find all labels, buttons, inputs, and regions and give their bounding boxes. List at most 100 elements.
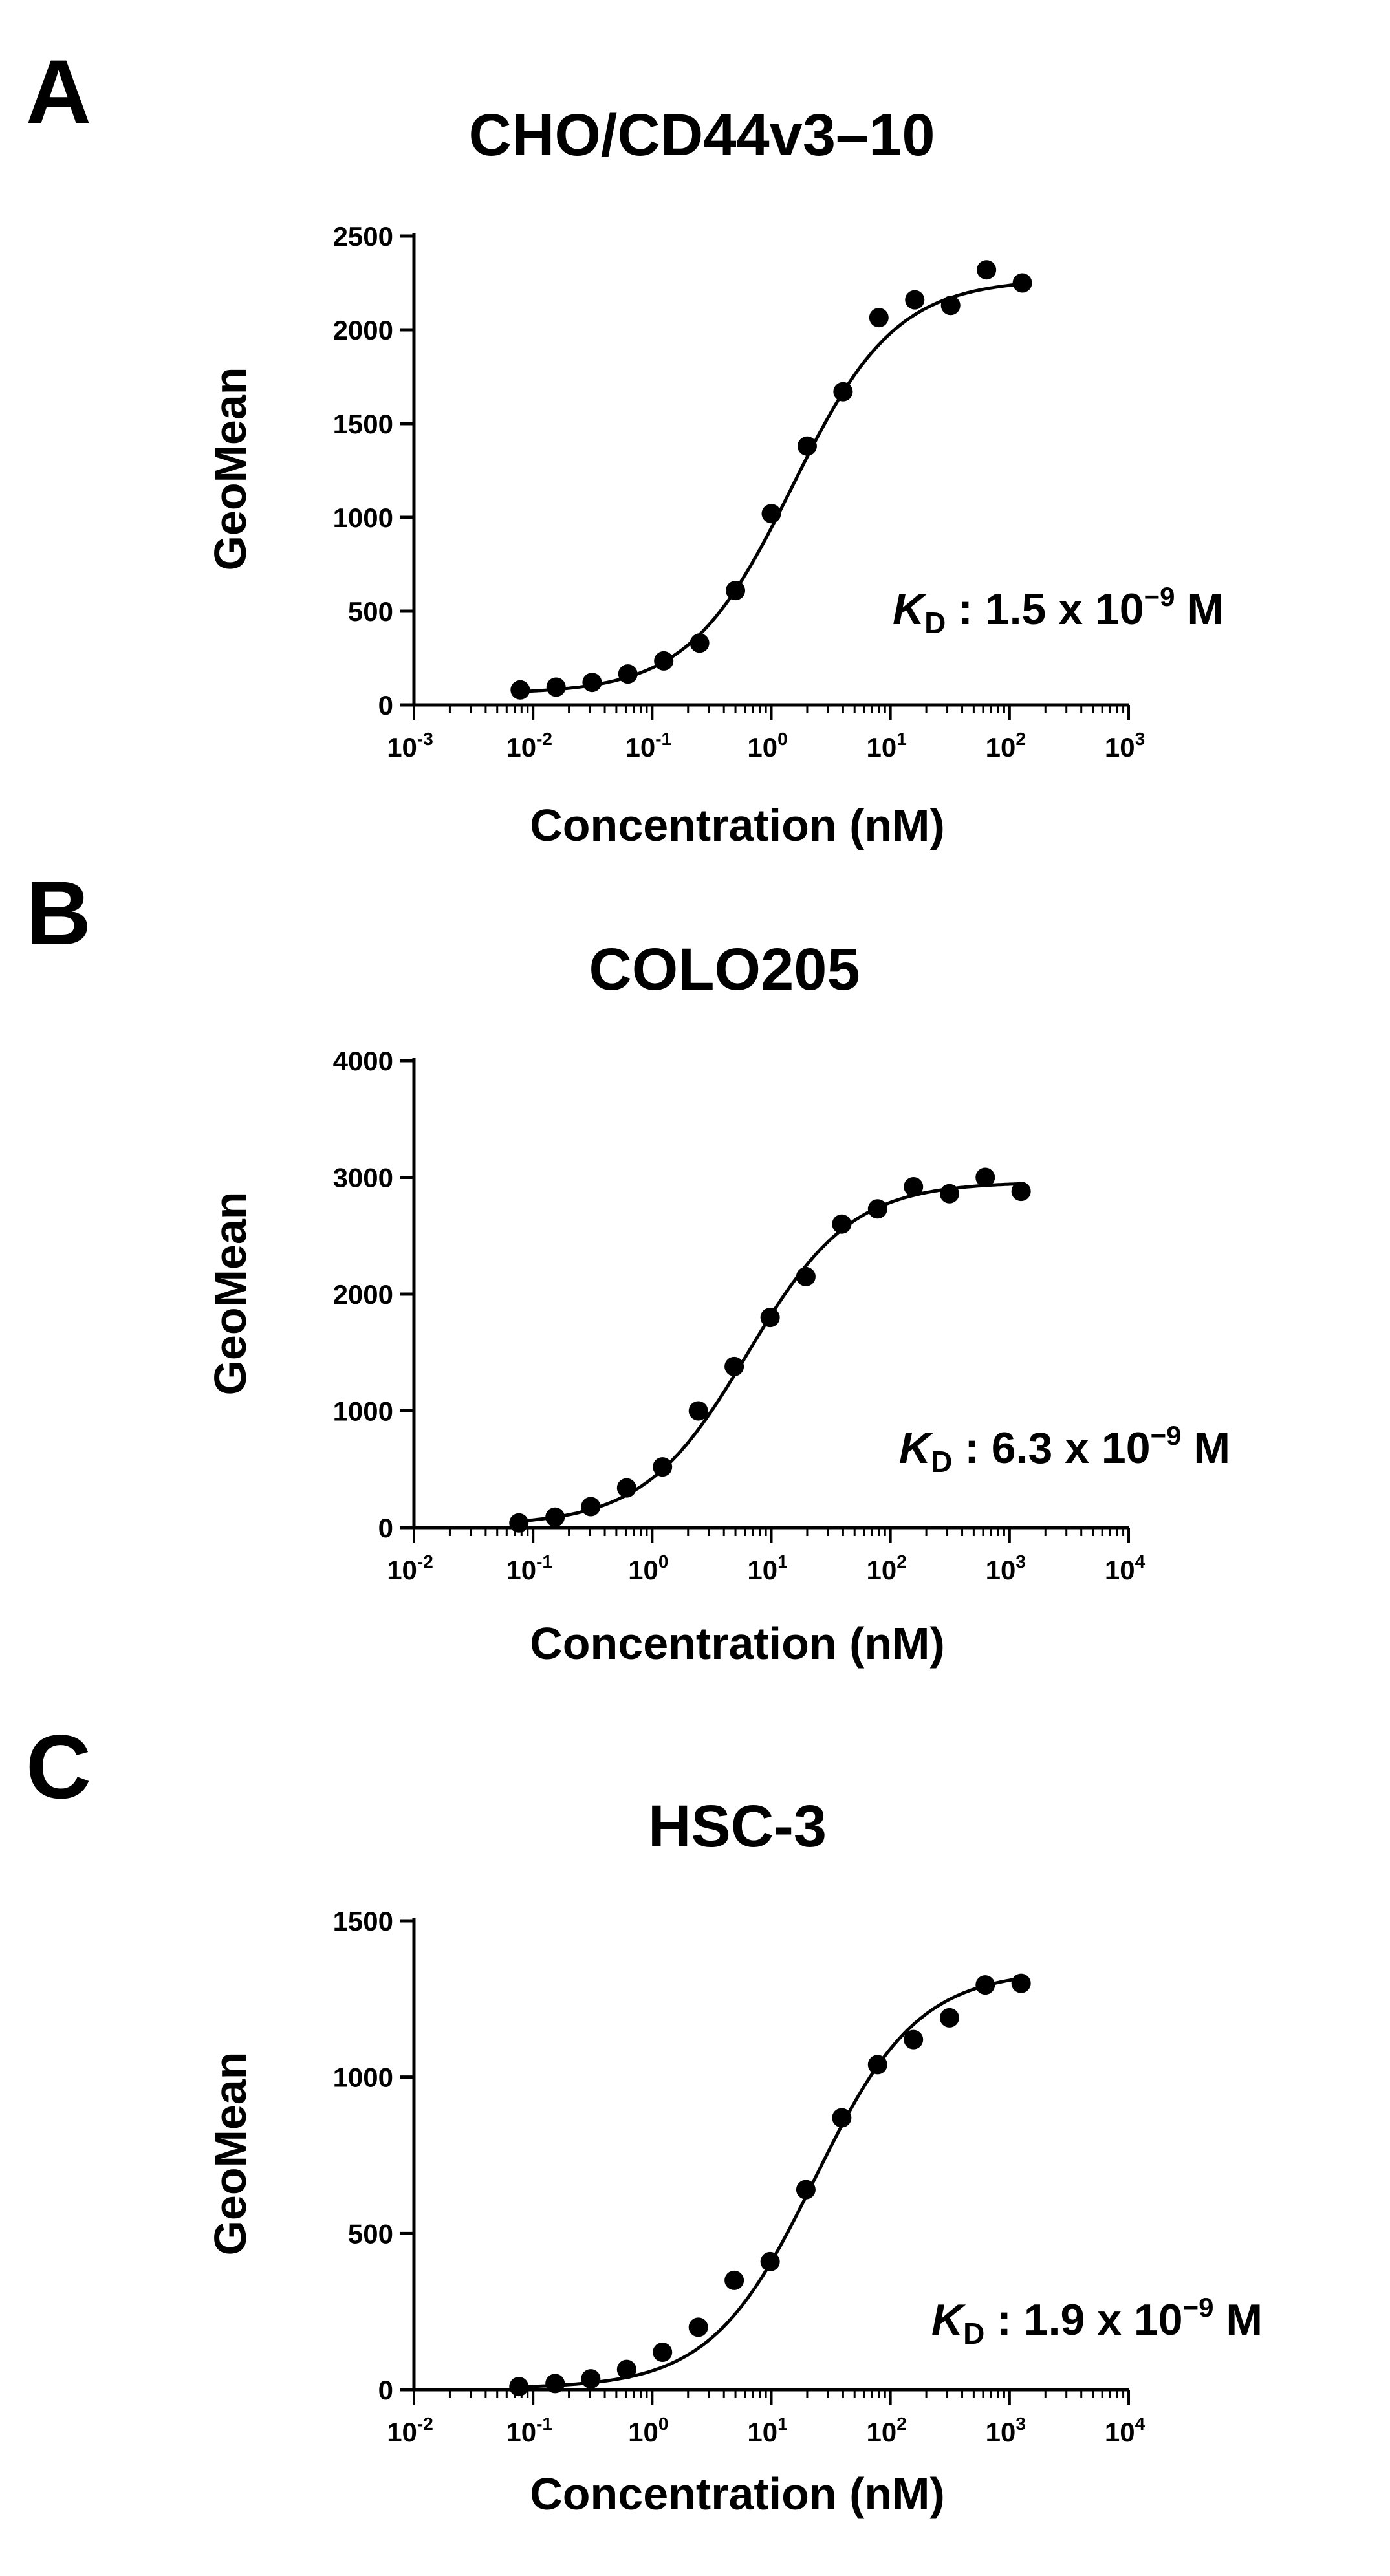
data-point — [581, 1497, 601, 1517]
data-point — [724, 1356, 744, 1376]
data-point — [975, 1975, 995, 1995]
x-tick-label: 101 — [867, 729, 907, 763]
data-point — [581, 2369, 601, 2389]
data-point — [867, 2055, 887, 2075]
data-point — [509, 1513, 529, 1533]
panel-a: A CHO/CD44v3–10 0 500 1000 1500 2000 2500 10-3 10… — [26, 41, 1224, 850]
y-tick-label: 2500 — [333, 221, 393, 252]
chart-title: COLO205 — [589, 936, 860, 1002]
x-tick-label: 100 — [628, 1552, 668, 1585]
data-point — [867, 1199, 887, 1219]
data-point — [1011, 1973, 1031, 1993]
data-point — [654, 651, 674, 671]
data-point — [761, 504, 781, 524]
x-tick-label: 104 — [1105, 1552, 1146, 1585]
y-tick-label: 500 — [348, 596, 393, 627]
panel-b: B COLO205 0 1000 2000 3000 4000 10-2 10-1 100 101 1… — [26, 862, 1230, 1669]
x-tick-label: 10-3 — [387, 729, 433, 763]
data-point — [760, 1308, 780, 1328]
data-point — [724, 2270, 744, 2290]
x-tick-label: 10-2 — [506, 729, 552, 763]
y-tick-label: 2000 — [333, 315, 393, 345]
x-tick-label: 10-1 — [506, 2414, 552, 2447]
x-tick-label: 101 — [747, 1552, 787, 1585]
y-tick-label: 1500 — [333, 1906, 393, 1936]
y-tick-label: 1500 — [333, 409, 393, 439]
x-tick-label: 101 — [747, 2414, 787, 2447]
y-tick-label: 1000 — [333, 2062, 393, 2093]
chart-title: HSC-3 — [648, 1793, 827, 1859]
x-axis-label: Concentration (nM) — [530, 1618, 945, 1669]
data-point — [726, 581, 746, 601]
x-tick-label: 102 — [867, 2414, 907, 2447]
y-tick-label: 0 — [378, 1513, 393, 1543]
data-point — [796, 1266, 816, 1286]
data-point — [940, 296, 961, 316]
x-tick-label: 10-1 — [625, 729, 672, 763]
panel-letter: A — [26, 41, 91, 142]
data-point — [975, 1167, 995, 1187]
data-point — [616, 1478, 636, 1498]
x-tick-label: 102 — [986, 729, 1026, 763]
x-tick-label: 102 — [867, 1552, 907, 1585]
y-tick-label: 4000 — [333, 1046, 393, 1076]
x-tick-label: 103 — [986, 2414, 1026, 2447]
fit-curve — [520, 282, 1023, 693]
y-tick-label: 1000 — [333, 1396, 393, 1427]
x-tick-label: 104 — [1105, 2414, 1146, 2447]
x-tick-label: 100 — [747, 729, 787, 763]
data-point — [833, 382, 853, 402]
y-axis-label: GeoMean — [205, 367, 255, 570]
data-point — [939, 1184, 959, 1204]
data-point — [1011, 1182, 1031, 1202]
data-point — [797, 436, 817, 456]
data-point — [760, 2251, 780, 2271]
data-point — [653, 2343, 673, 2362]
data-point — [546, 677, 566, 697]
kd-annotation: KD : 6.3 x 10−9 M — [899, 1420, 1230, 1478]
data-point — [582, 673, 602, 693]
data-point — [1012, 273, 1032, 293]
x-axis-label: Concentration (nM) — [530, 800, 945, 850]
x-tick-label: 100 — [628, 2414, 668, 2447]
y-tick-label: 0 — [378, 690, 393, 720]
panel-letter: B — [26, 862, 91, 964]
chart-title: CHO/CD44v3–10 — [468, 102, 935, 168]
data-point — [688, 1401, 708, 1421]
y-axis-label: GeoMean — [205, 2051, 255, 2255]
data-point — [616, 2359, 636, 2379]
x-tick-label: 10-2 — [387, 2414, 433, 2447]
y-tick-label: 1000 — [333, 503, 393, 533]
data-point — [653, 1457, 673, 1477]
data-point — [904, 1176, 924, 1196]
y-tick-label: 3000 — [333, 1163, 393, 1193]
x-tick-label: 103 — [986, 1552, 1026, 1585]
data-point — [869, 308, 889, 328]
y-axis-label: GeoMean — [205, 1191, 255, 1395]
x-tick-label: 10-2 — [387, 1552, 433, 1585]
data-point — [939, 2008, 959, 2028]
kd-annotation: KD : 1.9 x 10−9 M — [931, 2292, 1263, 2350]
panel-c: C HSC-3 0 500 1000 1500 10-2 10-1 100 101 102 103 10… — [26, 1716, 1263, 2519]
x-axis-label: Concentration (nM) — [530, 2469, 945, 2519]
data-point — [545, 2374, 565, 2394]
x-tick-label: 103 — [1105, 729, 1145, 763]
kd-annotation: KD : 1.5 x 10−9 M — [893, 581, 1224, 640]
data-point — [510, 680, 530, 700]
data-point — [688, 2317, 708, 2337]
y-tick-label: 2000 — [333, 1279, 393, 1310]
y-tick-label: 0 — [378, 2375, 393, 2405]
y-tick-label: 500 — [348, 2218, 393, 2249]
panel-letter: C — [26, 1716, 91, 1817]
data-point — [905, 290, 925, 310]
data-point — [796, 2180, 816, 2200]
data-point — [904, 2029, 924, 2050]
data-point — [509, 2377, 529, 2397]
data-point — [690, 633, 710, 653]
data-point — [545, 1507, 565, 1527]
data-point — [832, 1214, 852, 1234]
x-tick-label: 10-1 — [506, 1552, 552, 1585]
data-point — [832, 2108, 852, 2128]
data-point — [618, 664, 638, 684]
